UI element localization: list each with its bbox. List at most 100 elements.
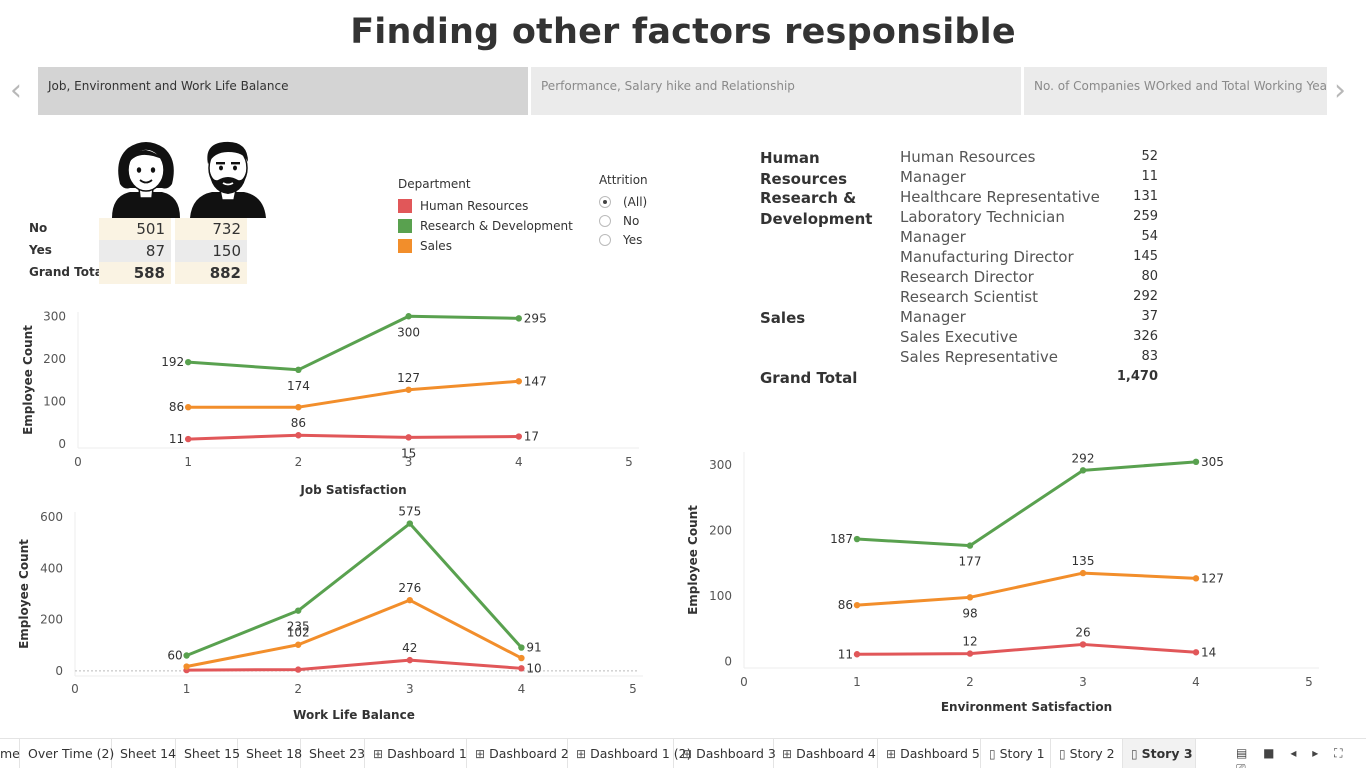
data-point[interactable] bbox=[185, 435, 192, 443]
table-row[interactable]: Research & Development Healthcare Repres… bbox=[760, 188, 1160, 228]
table-row[interactable]: Sales Manager 37 bbox=[760, 308, 1160, 328]
table-row[interactable]: Human Resources Human Resources 52 bbox=[760, 148, 1160, 188]
female-count[interactable]: 87 bbox=[99, 240, 171, 262]
data-point[interactable] bbox=[518, 644, 525, 651]
data-point[interactable] bbox=[406, 596, 413, 604]
data-point[interactable] bbox=[183, 652, 190, 659]
work-life-balance-chart[interactable]: 0 200 400 600 0 1 2 3 4 5 Work Life Balance Employe… bbox=[0, 505, 680, 730]
square-icon[interactable]: ■ bbox=[1263, 746, 1275, 760]
tab-dashboard-5[interactable]: ⊞ Dashboard 5 bbox=[878, 739, 981, 768]
data-point[interactable] bbox=[185, 358, 192, 366]
tab-dashboard-1-2[interactable]: ⊞ Dashboard 1 (2) bbox=[568, 739, 692, 768]
series-line[interactable] bbox=[186, 598, 523, 668]
tab-dashboard-4[interactable]: ⊞ Dashboard 4 bbox=[774, 739, 878, 768]
data-point[interactable] bbox=[183, 663, 190, 670]
data-point[interactable] bbox=[515, 378, 522, 385]
series-line[interactable] bbox=[188, 433, 519, 441]
data-point[interactable] bbox=[1192, 575, 1200, 582]
data-point[interactable] bbox=[966, 542, 974, 549]
radio-button[interactable] bbox=[599, 195, 611, 208]
radio-button[interactable] bbox=[599, 214, 611, 227]
male-count[interactable]: 150 bbox=[175, 240, 247, 262]
data-point[interactable] bbox=[853, 601, 861, 609]
data-point[interactable] bbox=[515, 433, 522, 440]
tab-sheet-18[interactable]: Sheet 18 bbox=[238, 739, 302, 768]
tab-label: Sheet 14 bbox=[120, 746, 177, 761]
chevron-left-icon[interactable]: ‹ bbox=[10, 73, 22, 108]
table-row[interactable]: Research Scientist 292 bbox=[760, 288, 1160, 308]
series-line[interactable] bbox=[186, 522, 523, 657]
tab-dashboard-2[interactable]: ⊞ Dashboard 2 bbox=[467, 739, 569, 768]
table-row[interactable]: Manufacturing Director 145 bbox=[760, 248, 1160, 268]
data-point[interactable] bbox=[295, 432, 302, 439]
series-line[interactable] bbox=[188, 379, 519, 409]
data-point[interactable] bbox=[405, 434, 412, 441]
table-row[interactable]: Manager 11 bbox=[760, 168, 1160, 188]
data-point[interactable] bbox=[406, 520, 413, 527]
data-point[interactable] bbox=[966, 594, 974, 601]
tab-over-time-2[interactable]: Over Time (2) bbox=[20, 739, 114, 768]
prev-icon[interactable]: ◂ bbox=[1290, 746, 1297, 760]
table-row[interactable]: Sales Executive 326 bbox=[760, 328, 1160, 348]
legend-item-rnd[interactable]: Research & Development bbox=[398, 216, 573, 236]
data-point[interactable] bbox=[295, 607, 302, 614]
tab-sheet-23[interactable]: Sheet 23 bbox=[301, 739, 365, 768]
table-row[interactable]: Sales Representative 83 bbox=[760, 348, 1160, 368]
series-line[interactable] bbox=[856, 460, 1197, 548]
story-point-companies[interactable]: No. of Companies WOrked and Total Workin… bbox=[1024, 67, 1327, 115]
data-point[interactable] bbox=[185, 404, 192, 411]
data-point[interactable] bbox=[966, 650, 974, 657]
data-point[interactable] bbox=[1079, 641, 1087, 648]
tab-me[interactable]: me bbox=[0, 739, 20, 768]
table-row[interactable]: Manager 54 bbox=[760, 228, 1160, 248]
table-row[interactable]: Laboratory Technician 259 bbox=[760, 208, 1160, 228]
job-satisfaction-chart[interactable]: 0 100 200 300 0 1 2 3 4 5 Job Satisfaction Employee… bbox=[0, 300, 680, 505]
tab-dashboard-1[interactable]: ⊞ Dashboard 1 bbox=[365, 739, 467, 768]
tab-story-3[interactable]: ▯ Story 3 bbox=[1123, 739, 1196, 768]
radio-all[interactable]: (All) bbox=[599, 192, 648, 211]
legend-item-hr[interactable]: Human Resources bbox=[398, 196, 573, 216]
tab-dashboard-3[interactable]: ⊞ Dashboard 3 bbox=[674, 739, 776, 768]
female-total[interactable]: 588 bbox=[99, 262, 171, 284]
chevron-right-icon[interactable]: › bbox=[1334, 73, 1346, 108]
series-line[interactable] bbox=[188, 314, 519, 372]
tab-sheet-14[interactable]: Sheet 14 bbox=[112, 739, 176, 768]
data-point[interactable] bbox=[1192, 458, 1200, 466]
story-point-job-environment[interactable]: Job, Environment and Work Life Balance bbox=[38, 67, 528, 115]
presentation-icon[interactable]: ⎚ bbox=[1236, 761, 1246, 768]
fit-icon[interactable]: ⛶ bbox=[1334, 746, 1343, 760]
data-point[interactable] bbox=[518, 654, 525, 662]
radio-yes[interactable]: Yes bbox=[599, 230, 648, 249]
next-icon[interactable]: ▸ bbox=[1312, 746, 1319, 760]
tab-story-1[interactable]: ▯ Story 1 bbox=[981, 739, 1051, 768]
data-point[interactable] bbox=[295, 666, 302, 673]
radio-no[interactable]: No bbox=[599, 211, 648, 230]
series-line[interactable] bbox=[856, 571, 1197, 607]
data-point[interactable] bbox=[295, 366, 302, 373]
data-point[interactable] bbox=[405, 313, 412, 320]
data-point[interactable] bbox=[853, 651, 861, 658]
table-row[interactable]: Research Director 80 bbox=[760, 268, 1160, 288]
data-point[interactable] bbox=[515, 315, 522, 322]
story-point-performance[interactable]: Performance, Salary hike and Relationshi… bbox=[531, 67, 1021, 115]
tab-sheet-15[interactable]: Sheet 15 bbox=[176, 739, 240, 768]
data-point[interactable] bbox=[295, 404, 302, 411]
data-point[interactable] bbox=[853, 535, 861, 543]
data-point[interactable] bbox=[1079, 467, 1087, 474]
data-point[interactable] bbox=[295, 641, 302, 648]
series-line[interactable] bbox=[856, 642, 1197, 656]
filmstrip-icon[interactable]: ▤ bbox=[1236, 746, 1248, 760]
male-total[interactable]: 882 bbox=[175, 262, 247, 284]
male-count[interactable]: 732 bbox=[175, 218, 247, 240]
data-point[interactable] bbox=[1079, 569, 1087, 577]
data-point[interactable] bbox=[1192, 649, 1200, 656]
legend-item-sales[interactable]: Sales bbox=[398, 236, 573, 256]
radio-button[interactable] bbox=[599, 233, 611, 246]
tab-story-2[interactable]: ▯ Story 2 bbox=[1051, 739, 1123, 768]
series-line[interactable] bbox=[186, 658, 522, 672]
data-point[interactable] bbox=[405, 386, 412, 393]
female-count[interactable]: 501 bbox=[99, 218, 171, 240]
data-point[interactable] bbox=[406, 656, 413, 664]
data-point[interactable] bbox=[518, 665, 525, 672]
